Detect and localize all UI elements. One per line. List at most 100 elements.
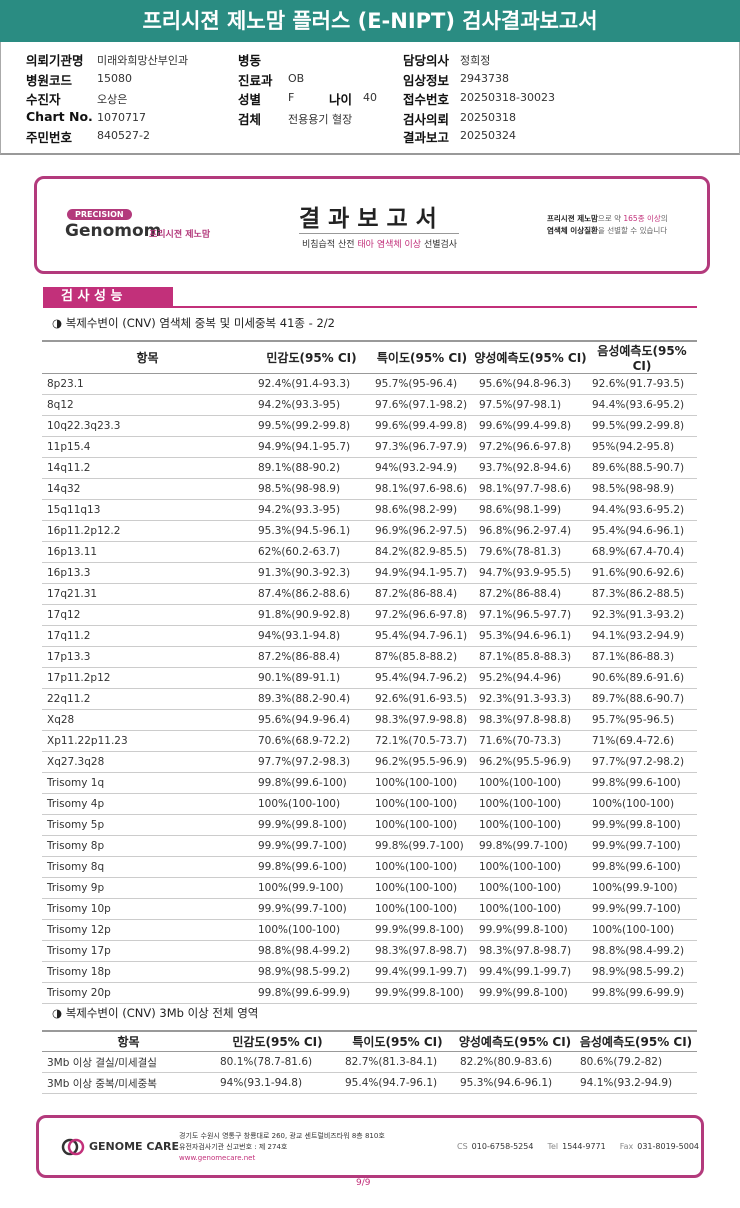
cell-value: 95.2%(94.4-96) — [474, 667, 587, 689]
cell-value: 90.1%(89-91.1) — [253, 667, 370, 689]
cell-value: 87%(85.8-88.2) — [370, 646, 474, 668]
table-row: 16p11.2p12.2 95.3%(94.5-96.1) 96.9%(96.2-9… — [42, 520, 697, 542]
cell-value: 97.2%(96.6-97.8) — [370, 604, 474, 626]
cell-value: 99.8%(99.6-100) — [253, 856, 370, 878]
column-header: 양성예측도(95% CI) — [455, 1030, 575, 1052]
table-row: Trisomy 1q 99.8%(99.6-100) 100%(100-100) 10… — [42, 772, 697, 794]
cell-value: 92.4%(91.4-93.3) — [253, 373, 370, 395]
table-row: Trisomy 9p 100%(99.9-100) 100%(100-100) 100… — [42, 877, 697, 899]
table-row: 10q22.3q23.3 99.5%(99.2-99.8) 99.6%(99.4-9… — [42, 415, 697, 437]
info-value: 20250318-30023 — [460, 91, 555, 104]
cell-value: 98.5%(98-98.9) — [587, 478, 697, 500]
table-row: 17p11.2p12 90.1%(89-91.1) 95.4%(94.7-96.2)… — [42, 667, 697, 689]
cell-value: 99.9%(99.8-100) — [370, 982, 474, 1004]
note-line: 염색체 이상질환을 선별할 수 있습니다 — [547, 225, 668, 237]
cell-value: 98.9%(98.5-99.2) — [587, 961, 697, 983]
cell-value: 100%(100-100) — [474, 814, 587, 836]
cell-value: 96.9%(96.2-97.5) — [370, 520, 474, 542]
table-row: 15q11q13 94.2%(93.3-95) 98.6%(98.2-99) 98.6… — [42, 499, 697, 521]
column-header: 특이도(95% CI) — [340, 1030, 455, 1052]
info-value: OB — [288, 72, 305, 85]
info-label: 의뢰기관명 — [26, 53, 84, 68]
info-label: 성별 — [238, 92, 262, 107]
cell-value: 91.6%(90.6-92.6) — [587, 562, 697, 584]
cell-value: 100%(100-100) — [474, 898, 587, 920]
cell-value: 100%(99.9-100) — [587, 877, 697, 899]
contact-label: Fax — [619, 1142, 634, 1151]
info-value: 미래와희망산부인과 — [97, 54, 189, 67]
cell-item: Trisomy 18p — [42, 961, 253, 983]
cell-item: Xq28 — [42, 709, 253, 731]
cell-value: 99.9%(99.7-100) — [587, 835, 697, 857]
cell-value: 87.2%(86-88.4) — [474, 583, 587, 605]
cell-value: 97.6%(97.1-98.2) — [370, 394, 474, 416]
banner-note: 프리시젼 제노맘으로 약 165종 이상의 염색체 이상질환을 선별할 수 있습니… — [547, 213, 668, 237]
cell-value: 100%(100-100) — [474, 793, 587, 815]
cell-value: 95.4%(94.6-96.1) — [587, 520, 697, 542]
contact-label: Tel — [547, 1142, 559, 1151]
cell-item: 11p15.4 — [42, 436, 253, 458]
cell-value: 95.4%(94.7-96.2) — [370, 667, 474, 689]
cell-value: 95.4%(94.7-96.1) — [370, 625, 474, 647]
table-row: 17q12 91.8%(90.9-92.8) 97.2%(96.6-97.8) 97.… — [42, 604, 697, 626]
cell-value: 99.9%(99.7-100) — [253, 835, 370, 857]
header-row: 항목 민감도(95% CI) 특이도(95% CI) 양성예측도(95% CI) 음성예… — [42, 1030, 697, 1052]
table-row: 22q11.2 89.3%(88.2-90.4) 92.6%(91.6-93.5) 9… — [42, 688, 697, 710]
table-row: 17q11.2 94%(93.1-94.8) 95.4%(94.7-96.1) 95.… — [42, 625, 697, 647]
info-label: 접수번호 — [403, 92, 450, 107]
cell-value: 99.5%(99.2-99.8) — [587, 415, 697, 437]
cell-value: 100%(100-100) — [474, 877, 587, 899]
info-value: 20250324 — [460, 129, 516, 142]
cell-item: Trisomy 8q — [42, 856, 253, 878]
performance-table: 항목 민감도(95% CI) 특이도(95% CI) 양성예측도(95% CI) 음성예… — [42, 340, 697, 1004]
cell-value: 97.7%(97.2-98.2) — [587, 751, 697, 773]
cell-value: 94.1%(93.2-94.9) — [575, 1072, 697, 1094]
subtitle-part: 태아 염색체 이상 — [357, 240, 422, 250]
cell-value: 72.1%(70.5-73.7) — [370, 730, 474, 752]
cell-item: 17p11.2p12 — [42, 667, 253, 689]
cell-value: 94.4%(93.6-95.2) — [587, 499, 697, 521]
info-label: 임상정보 — [403, 73, 450, 88]
cell-item: Trisomy 4p — [42, 793, 253, 815]
info-label: 결과보고 — [403, 130, 450, 145]
cell-value: 98.1%(97.7-98.6) — [474, 478, 587, 500]
cell-item: 22q11.2 — [42, 688, 253, 710]
cell-value: 94.4%(93.6-95.2) — [587, 394, 697, 416]
cell-value: 94.2%(93.3-95) — [253, 394, 370, 416]
cell-value: 98.5%(98-98.9) — [253, 478, 370, 500]
cell-item: 17q12 — [42, 604, 253, 626]
cell-value: 100%(100-100) — [370, 772, 474, 794]
report-banner: PRECISION Genomom 프리시젼 제노맘 결 과 보 고 서 비침습… — [34, 176, 710, 274]
cell-value: 96.2%(95.5-96.9) — [370, 751, 474, 773]
performance-table: 항목 민감도(95% CI) 특이도(95% CI) 양성예측도(95% CI) 음성예… — [42, 1030, 697, 1094]
cell-value: 90.6%(89.6-91.6) — [587, 667, 697, 689]
cell-value: 98.8%(98.4-99.2) — [253, 940, 370, 962]
table-caption: ◑ 복제수변이 (CNV) 3Mb 이상 전체 영역 — [52, 1006, 259, 1020]
cell-value: 100%(100-100) — [370, 793, 474, 815]
column-header: 민감도(95% CI) — [253, 340, 370, 374]
cell-item: 10q22.3q23.3 — [42, 415, 253, 437]
report-title: 프리시젼 제노맘 플러스 (E-NIPT) 검사결과보고서 — [0, 0, 740, 42]
column-header: 민감도(95% CI) — [215, 1030, 340, 1052]
cell-item: Trisomy 1q — [42, 772, 253, 794]
cell-value: 98.6%(98.1-99) — [474, 499, 587, 521]
table-row: Xq27.3q28 97.7%(97.2-98.3) 96.2%(95.5-96.9… — [42, 751, 697, 773]
cell-value: 89.6%(88.5-90.7) — [587, 457, 697, 479]
address-line: www.genomecare.net — [179, 1154, 256, 1162]
cell-value: 96.8%(96.2-97.4) — [474, 520, 587, 542]
cell-item: 8p23.1 — [42, 373, 253, 395]
note-part: 염색체 이상질환 — [547, 226, 598, 235]
cell-value: 99.9%(99.7-100) — [253, 898, 370, 920]
badge: PRECISION — [67, 209, 132, 220]
cell-value: 94.9%(94.1-95.7) — [370, 562, 474, 584]
brand-ko: 프리시젼 제노맘 — [149, 230, 211, 240]
cell-value: 95.3%(94.6-96.1) — [474, 625, 587, 647]
contact-value: 031-8019-5004 — [637, 1142, 699, 1151]
cell-item: 14q32 — [42, 478, 253, 500]
subtitle-part: 선별검사 — [421, 240, 458, 250]
table-row: Trisomy 17p 98.8%(98.4-99.2) 98.3%(97.8-98… — [42, 940, 697, 962]
cell-value: 99.8%(99.6-100) — [587, 772, 697, 794]
info-label: Chart No. — [26, 109, 93, 124]
cell-item: 3Mb 이상 결실/미세결실 — [42, 1051, 215, 1073]
cell-value: 87.1%(85.8-88.3) — [474, 646, 587, 668]
